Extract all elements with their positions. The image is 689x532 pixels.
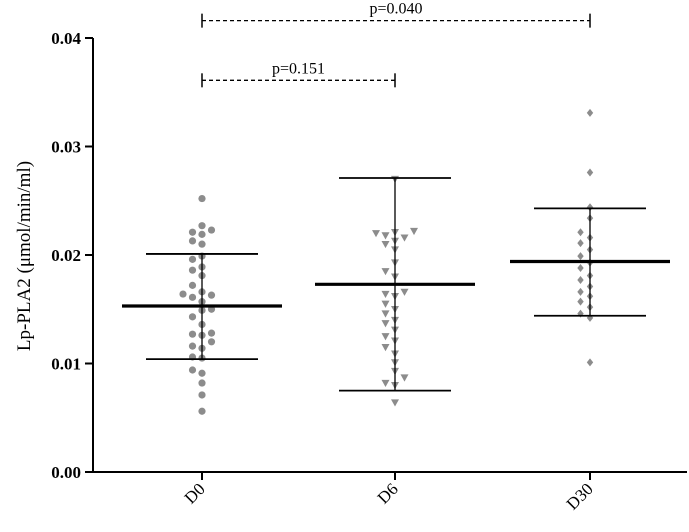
data-point [207, 338, 216, 346]
data-point [188, 281, 197, 289]
data-point [207, 329, 216, 337]
data-point [188, 255, 197, 263]
y-tick-label: 0.02 [51, 246, 81, 265]
data-point [381, 232, 390, 240]
data-point [410, 227, 418, 236]
x-tick-label: D6 [374, 479, 402, 507]
data-point [577, 275, 584, 284]
data-point [188, 342, 197, 350]
y-tick-label: 0.04 [51, 29, 81, 48]
p-value-label: p=0.040 [369, 1, 422, 18]
data-point [381, 320, 390, 328]
data-point [400, 234, 409, 242]
data-point [577, 252, 584, 261]
data-point [198, 240, 206, 248]
data-point [179, 290, 187, 298]
data-point [381, 290, 390, 299]
data-point [198, 230, 206, 238]
data-point [188, 313, 197, 321]
data-point [198, 391, 206, 399]
data-point [381, 379, 390, 388]
data-point [381, 310, 390, 318]
data-point [577, 297, 584, 306]
data-point [577, 287, 584, 296]
x-tick-label: D30 [563, 479, 597, 513]
data-point [198, 379, 206, 387]
data-point [198, 194, 206, 203]
data-point [198, 222, 206, 230]
data-point [207, 226, 216, 234]
data-point [381, 344, 390, 352]
data-point [381, 333, 390, 341]
data-point [586, 358, 594, 367]
data-point [188, 228, 197, 236]
data-point [381, 268, 390, 276]
data-point [381, 300, 390, 308]
data-point [188, 293, 197, 301]
data-point [372, 230, 380, 238]
p-value-label: p=0.151 [272, 60, 325, 77]
summary-lines [122, 177, 670, 392]
data-point [198, 407, 206, 415]
significance-annotations: p=0.040 p=0.151 [201, 1, 591, 88]
y-tick-label: 0.00 [51, 463, 81, 482]
data-point [188, 330, 197, 338]
y-axis-title: Lp-PLA2 (μmol/min/ml) [14, 161, 35, 351]
data-point [391, 399, 399, 407]
y-tick-label: 0.03 [51, 138, 81, 157]
data-point [577, 239, 584, 248]
data-point [207, 291, 216, 299]
data-point [381, 240, 390, 249]
data-point [188, 266, 197, 274]
data-point [188, 366, 197, 374]
axes: 0.00 0.01 0.02 0.03 0.04 D0 D6 D30 [51, 29, 687, 514]
data-point [577, 264, 584, 273]
x-tick-label: D0 [181, 479, 209, 507]
data-point [586, 203, 594, 212]
data-point [400, 288, 409, 296]
data-point [577, 228, 584, 237]
y-tick-label: 0.01 [51, 355, 81, 374]
data-point [198, 369, 206, 377]
data-point [586, 108, 594, 117]
data-point [400, 374, 409, 382]
data-point [586, 168, 594, 177]
data-point [188, 237, 197, 245]
